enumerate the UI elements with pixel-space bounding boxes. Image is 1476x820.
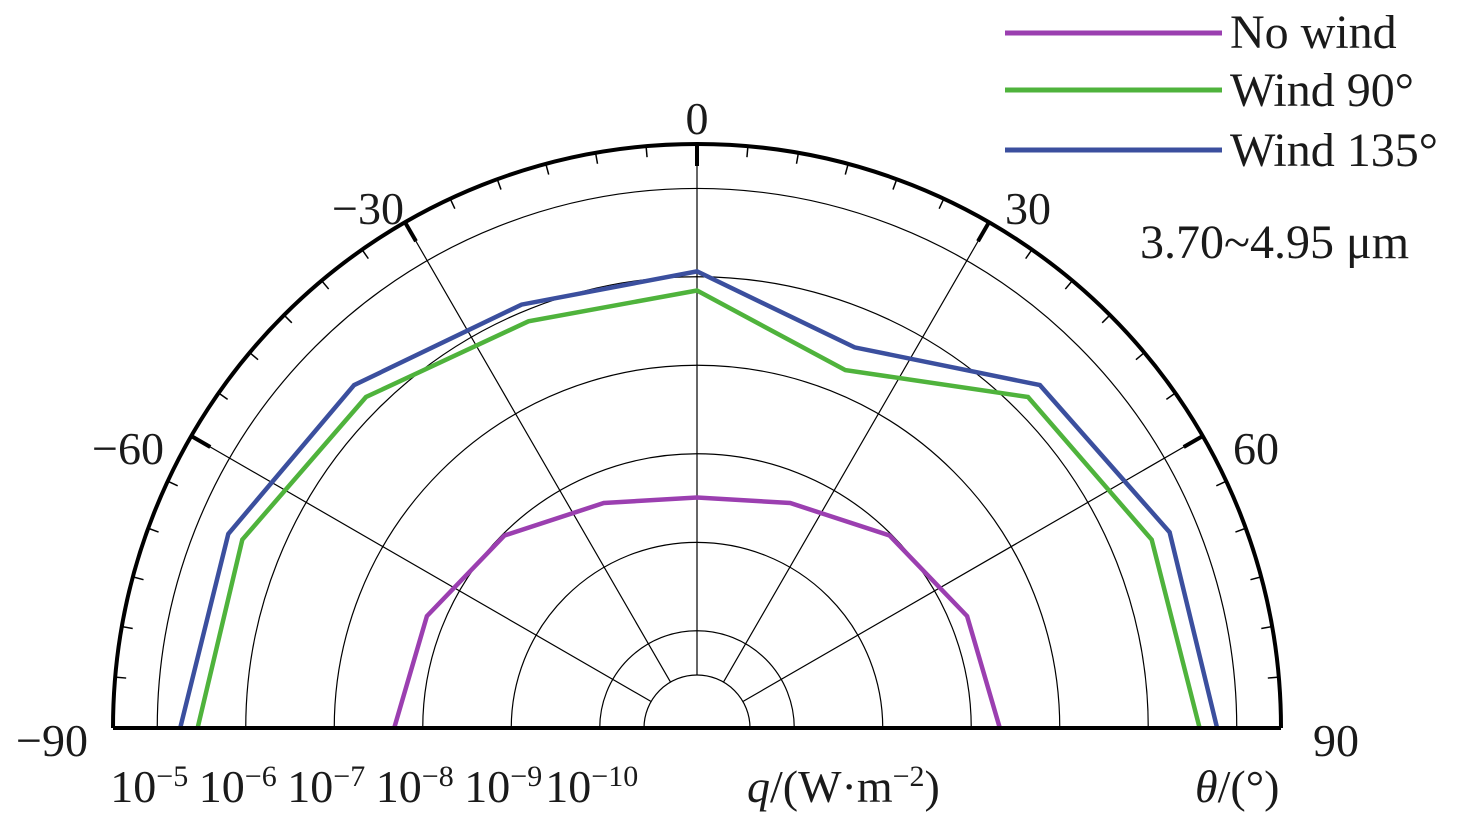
- angle-minor-tick: [496, 178, 502, 190]
- angle-minor-tick: [594, 152, 599, 164]
- angle-major-tick: [190, 434, 212, 449]
- radial-tick-label: 10−10: [545, 760, 638, 813]
- angle-minor-tick: [218, 392, 229, 400]
- radial-tick-exp: −9: [510, 760, 542, 793]
- angle-axis-var: θ: [1195, 761, 1218, 812]
- angle-minor-tick: [892, 178, 898, 190]
- series-line-no-wind: [392, 495, 1002, 729]
- grid-spoke: [190, 435, 652, 703]
- radial-axis-unit: /(W·m: [770, 761, 893, 812]
- angle-minor-tick: [545, 163, 550, 175]
- series-line-wind-135: [178, 269, 1220, 729]
- series-layer: [178, 269, 1220, 729]
- grid-spoke: [742, 435, 1204, 703]
- angle-major-tick: [1182, 434, 1204, 449]
- grid-spoke: [722, 221, 990, 683]
- radial-tick-base: 10: [545, 761, 591, 812]
- grid-circle-center: [643, 674, 751, 729]
- angle-minor-tick: [844, 163, 849, 175]
- axes-layer: [111, 142, 1283, 730]
- radial-axis-close: ): [925, 761, 940, 812]
- radial-tick-exp: −6: [245, 760, 277, 793]
- angle-minor-tick: [1165, 392, 1176, 400]
- radial-axis-exp: −2: [893, 760, 925, 793]
- angle-minor-tick: [1250, 576, 1262, 581]
- angle-tick-label: 0: [686, 93, 709, 144]
- radial-tick-label: 10−9: [464, 760, 542, 813]
- angle-minor-tick: [1267, 676, 1279, 679]
- radial-tick-label: 10−6: [199, 760, 277, 813]
- grid-layer: [156, 144, 1238, 729]
- legend-label-no-wind: No wind: [1230, 6, 1397, 59]
- angle-major-tick: [976, 221, 991, 243]
- angle-minor-tick: [249, 352, 259, 361]
- radial-tick-exp: −7: [333, 760, 365, 793]
- angle-minor-tick: [1135, 352, 1145, 361]
- radial-tick-label: 10−5: [110, 760, 188, 813]
- legend-label-wind-90: Wind 90°: [1230, 64, 1414, 117]
- radial-tick-base: 10: [464, 761, 510, 812]
- angle-minor-tick: [645, 146, 648, 158]
- angle-minor-tick: [1261, 625, 1273, 630]
- radial-axis-var: q: [747, 761, 770, 812]
- angle-minor-tick: [361, 249, 369, 260]
- angle-minor-tick: [449, 198, 456, 210]
- radial-tick-base: 10: [199, 761, 245, 812]
- radial-tick-exp: −5: [156, 760, 188, 793]
- angle-axis-label: θ/(°): [1195, 761, 1279, 812]
- angle-tick-label: −90: [16, 715, 88, 766]
- angle-axis-unit: /(°): [1218, 761, 1280, 812]
- angle-minor-tick: [1215, 480, 1227, 487]
- angle-minor-tick: [1025, 249, 1033, 260]
- angle-minor-tick: [938, 198, 945, 210]
- radial-tick-base: 10: [287, 761, 333, 812]
- angle-minor-tick: [1064, 280, 1073, 290]
- angle-minor-tick: [1101, 314, 1111, 324]
- radial-axis-label: q/(W·m−2): [747, 760, 940, 813]
- legend: No wind Wind 90° Wind 135°: [1005, 6, 1438, 177]
- angle-minor-tick: [1235, 527, 1247, 533]
- angle-minor-tick: [167, 480, 179, 487]
- angle-minor-tick: [283, 314, 293, 324]
- radial-tick-base: 10: [376, 761, 422, 812]
- angle-major-tick: [403, 221, 418, 243]
- angle-minor-tick: [746, 146, 749, 158]
- wavelength-annotation: 3.70~4.95 μm: [1140, 216, 1409, 269]
- angle-minor-tick: [795, 152, 800, 164]
- series-line-wind-90: [195, 288, 1202, 729]
- angle-tick-label: −60: [92, 423, 164, 474]
- radial-tick-exp: −8: [422, 760, 454, 793]
- legend-label-wind-135: Wind 135°: [1230, 124, 1438, 177]
- radial-tick-label: 10−8: [376, 760, 454, 813]
- angle-minor-tick: [321, 280, 330, 290]
- radial-tick-base: 10: [110, 761, 156, 812]
- angle-tick-label: 30: [1005, 183, 1051, 234]
- angle-minor-tick: [115, 676, 127, 679]
- radial-tick-label: 10−7: [287, 760, 365, 813]
- angle-tick-label: −30: [332, 183, 404, 234]
- angle-tick-label: 90: [1313, 715, 1359, 766]
- angle-minor-tick: [132, 576, 144, 581]
- angle-tick-label: 60: [1233, 423, 1279, 474]
- radial-tick-exp: −10: [591, 760, 638, 793]
- angle-minor-tick: [121, 625, 133, 630]
- grid-spoke: [404, 221, 672, 683]
- angle-minor-tick: [147, 527, 159, 533]
